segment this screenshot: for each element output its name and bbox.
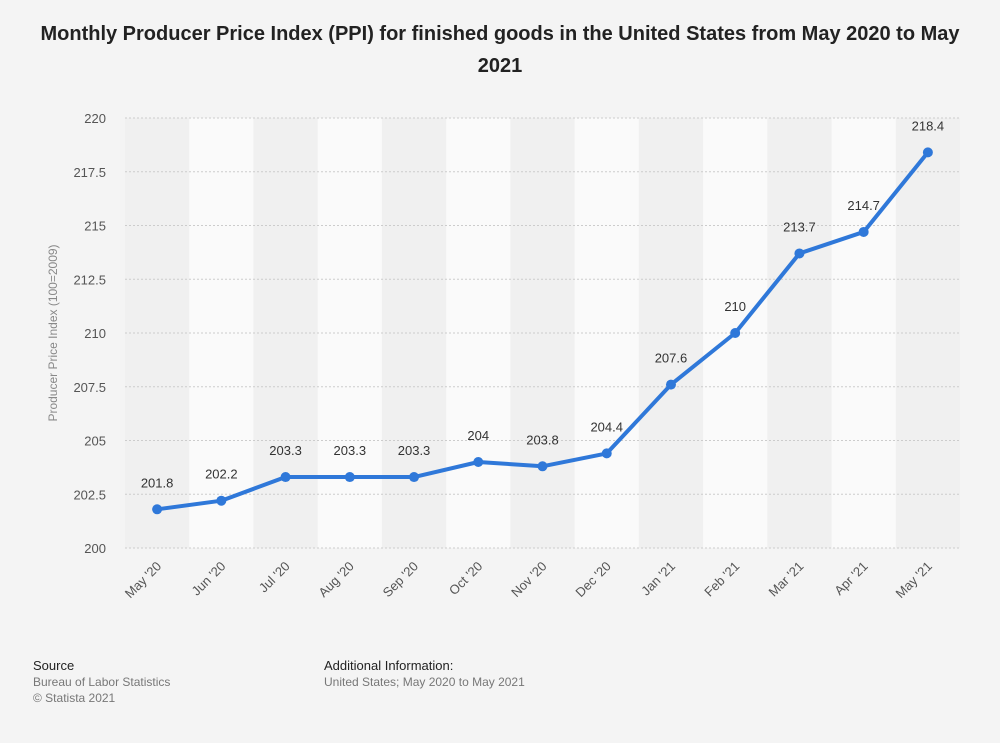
x-tick-label: Sep '20 — [380, 559, 421, 600]
source-heading: Source — [33, 658, 75, 673]
y-tick-label: 217.5 — [73, 165, 106, 180]
y-axis-label: Producer Price Index (100=2009) — [46, 244, 60, 421]
data-label: 213.7 — [783, 219, 816, 234]
additional-info-block: Additional Information: United States; M… — [324, 658, 525, 690]
data-label: 207.6 — [655, 351, 688, 366]
data-point — [665, 379, 676, 390]
data-point — [473, 457, 484, 467]
source-line: Bureau of Labor Statistics — [33, 675, 171, 689]
x-tick-label: Apr '21 — [831, 559, 870, 598]
x-tick-label: Dec '20 — [572, 559, 613, 600]
line-chart: 200 202.5 205 207.5 210 212.5 215 217.5 220 Produ… — [46, 111, 960, 602]
x-tick-label: Jun '20 — [189, 559, 229, 599]
data-point — [537, 461, 548, 472]
data-label: 204.4 — [590, 419, 623, 434]
x-tick-label: Feb '21 — [701, 559, 742, 600]
chart-title: Monthly Producer Price Index (PPI) for f… — [40, 23, 960, 77]
data-label: 201.8 — [141, 475, 174, 490]
data-label: 203.3 — [269, 443, 302, 458]
x-tick-label: Nov '20 — [508, 559, 549, 600]
data-point — [344, 472, 355, 483]
data-label: 210 — [724, 299, 746, 314]
data-point — [858, 226, 869, 237]
additional-info-heading: Additional Information: — [324, 658, 454, 673]
y-tick-label: 200 — [84, 541, 106, 556]
x-tick-label: Jul '20 — [256, 559, 293, 596]
y-tick-label: 210 — [84, 326, 106, 341]
source-block: Source Bureau of Labor Statistics © Stat… — [33, 658, 170, 706]
data-label: 214.7 — [847, 198, 880, 213]
data-point — [922, 147, 933, 158]
data-label: 218.4 — [912, 118, 945, 133]
y-tick-label: 212.5 — [73, 272, 106, 287]
data-label: 203.3 — [334, 443, 367, 458]
data-label: 204 — [467, 428, 489, 443]
data-label: 203.3 — [398, 443, 431, 458]
x-tick-label: Mar '21 — [766, 559, 807, 600]
y-tick-label: 202.5 — [73, 487, 106, 502]
data-point — [730, 328, 741, 338]
x-tick-label: May '21 — [892, 559, 935, 602]
x-tick-label: Oct '20 — [446, 559, 485, 598]
copyright-line: © Statista 2021 — [33, 691, 116, 705]
data-point — [601, 448, 612, 459]
data-label: 203.8 — [526, 432, 559, 447]
y-tick-label: 220 — [84, 111, 106, 126]
data-label: 202.2 — [205, 467, 238, 482]
additional-info-line: United States; May 2020 to May 2021 — [324, 675, 525, 689]
y-tick-label: 215 — [84, 219, 106, 234]
x-tick-label: Aug '20 — [315, 559, 356, 600]
y-tick-label: 207.5 — [73, 380, 106, 395]
data-point — [152, 504, 163, 515]
x-tick-label: May '20 — [122, 559, 165, 602]
data-point — [216, 495, 227, 506]
data-point — [794, 248, 805, 259]
y-tick-label: 205 — [84, 434, 106, 449]
x-tick-label: Jan '21 — [638, 559, 678, 599]
data-point — [280, 472, 291, 483]
data-point — [409, 472, 420, 483]
